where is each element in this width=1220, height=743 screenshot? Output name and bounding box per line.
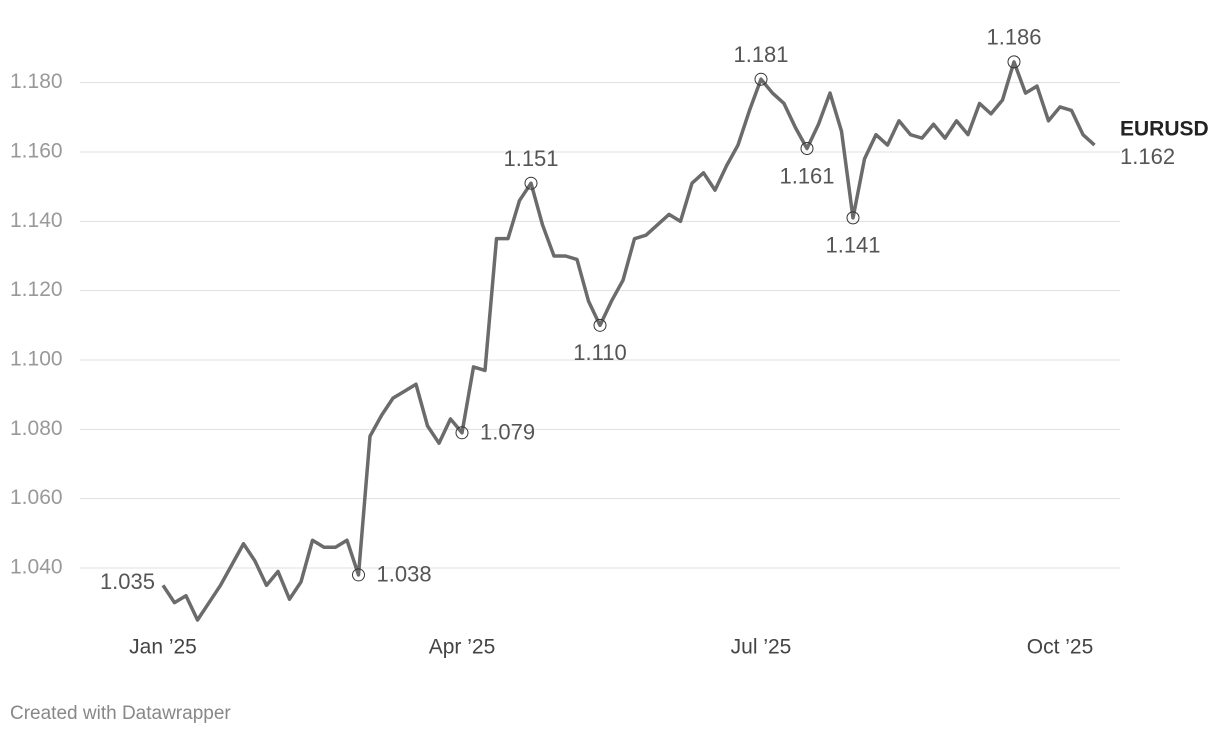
marker [593,318,607,332]
marker [455,426,469,440]
value-label: 1.151 [503,146,558,171]
y-tick-label: 1.160 [10,140,63,163]
marker [524,176,538,190]
y-tick-label: 1.040 [10,556,63,579]
value-label: 1.110 [573,340,626,365]
y-tick-label: 1.140 [10,209,63,232]
y-tick-label: 1.060 [10,486,63,509]
marker [1007,55,1021,69]
value-label: 1.181 [733,42,788,67]
credit: Created with Datawrapper [10,703,231,724]
marker [846,211,860,225]
value-label: 1.035 [100,569,155,594]
y-tick-label: 1.100 [10,348,63,371]
x-tick-label: Jan ’25 [129,636,197,659]
x-tick-label: Jul ’25 [731,636,792,659]
marker [800,142,814,156]
value-label: 1.141 [825,233,880,258]
x-tick-label: Apr ’25 [429,636,496,659]
marker [352,568,365,582]
value-label: 1.079 [480,420,535,445]
marker [754,72,768,86]
value-label: 1.186 [986,25,1041,50]
value-label: 1.161 [779,163,834,188]
series-name: EURUSD [1120,118,1209,141]
line [161,60,1096,622]
y-tick-label: 1.120 [10,278,63,301]
y-tick-label: 1.080 [10,417,63,440]
value-label: 1.038 [377,562,432,587]
x-tick-label: Oct ’25 [1027,636,1094,659]
value-label: 1.162 [1120,144,1175,169]
y-tick-label: 1.180 [10,70,63,93]
